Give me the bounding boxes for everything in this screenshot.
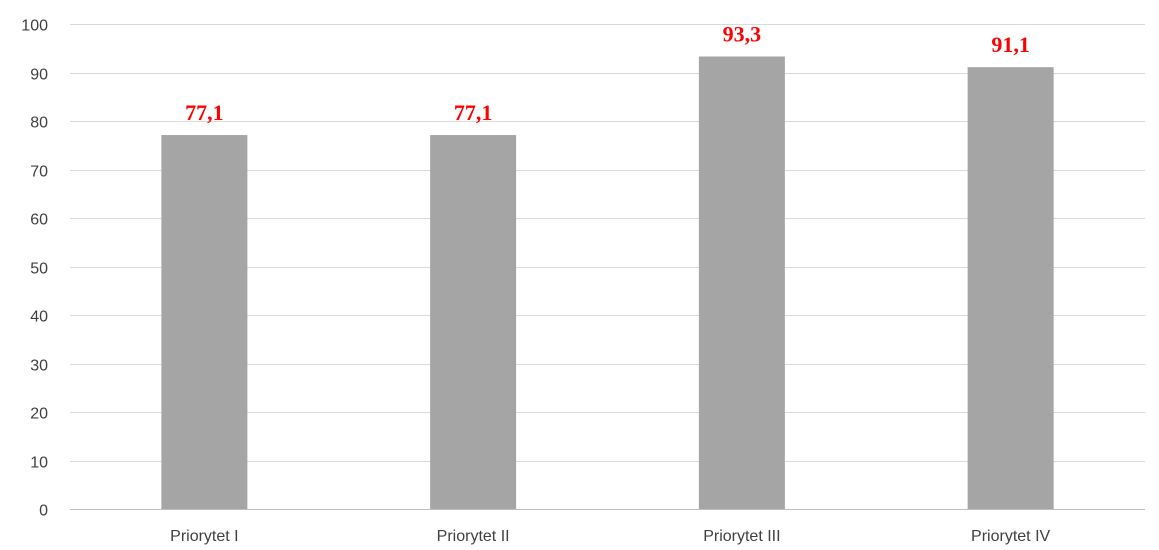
data-label: 93,3 (723, 21, 762, 46)
y-tick-label: 70 (30, 164, 48, 181)
bar (161, 135, 248, 509)
x-category-label: Priorytet IV (971, 528, 1050, 545)
y-axis-tick-labels: 0 10 20 30 40 50 60 70 80 90 100 (21, 18, 48, 520)
y-tick-label: 20 (30, 406, 48, 423)
x-category-label: Priorytet I (170, 528, 238, 545)
bars (161, 56, 1054, 510)
y-tick-label: 100 (21, 18, 48, 35)
y-tick-label: 60 (30, 212, 48, 229)
y-tick-label: 50 (30, 261, 48, 278)
bar (698, 56, 785, 510)
y-tick-label: 30 (30, 358, 48, 375)
data-label: 77,1 (454, 100, 493, 125)
gridlines (70, 24, 1145, 462)
y-tick-label: 10 (30, 455, 48, 472)
bar (430, 135, 517, 509)
data-label: 91,1 (991, 32, 1030, 57)
bar (967, 67, 1054, 509)
data-labels: 77,1 77,1 93,3 91,1 (185, 21, 1030, 125)
x-category-label: Priorytet II (437, 528, 510, 545)
data-label: 77,1 (185, 100, 224, 125)
y-tick-label: 80 (30, 115, 48, 132)
x-category-label: Priorytet III (703, 528, 780, 545)
y-tick-label: 0 (39, 503, 48, 520)
x-axis-category-labels: Priorytet I Priorytet II Priorytet III Prio… (170, 528, 1050, 545)
y-tick-label: 90 (30, 67, 48, 84)
y-tick-label: 40 (30, 309, 48, 326)
